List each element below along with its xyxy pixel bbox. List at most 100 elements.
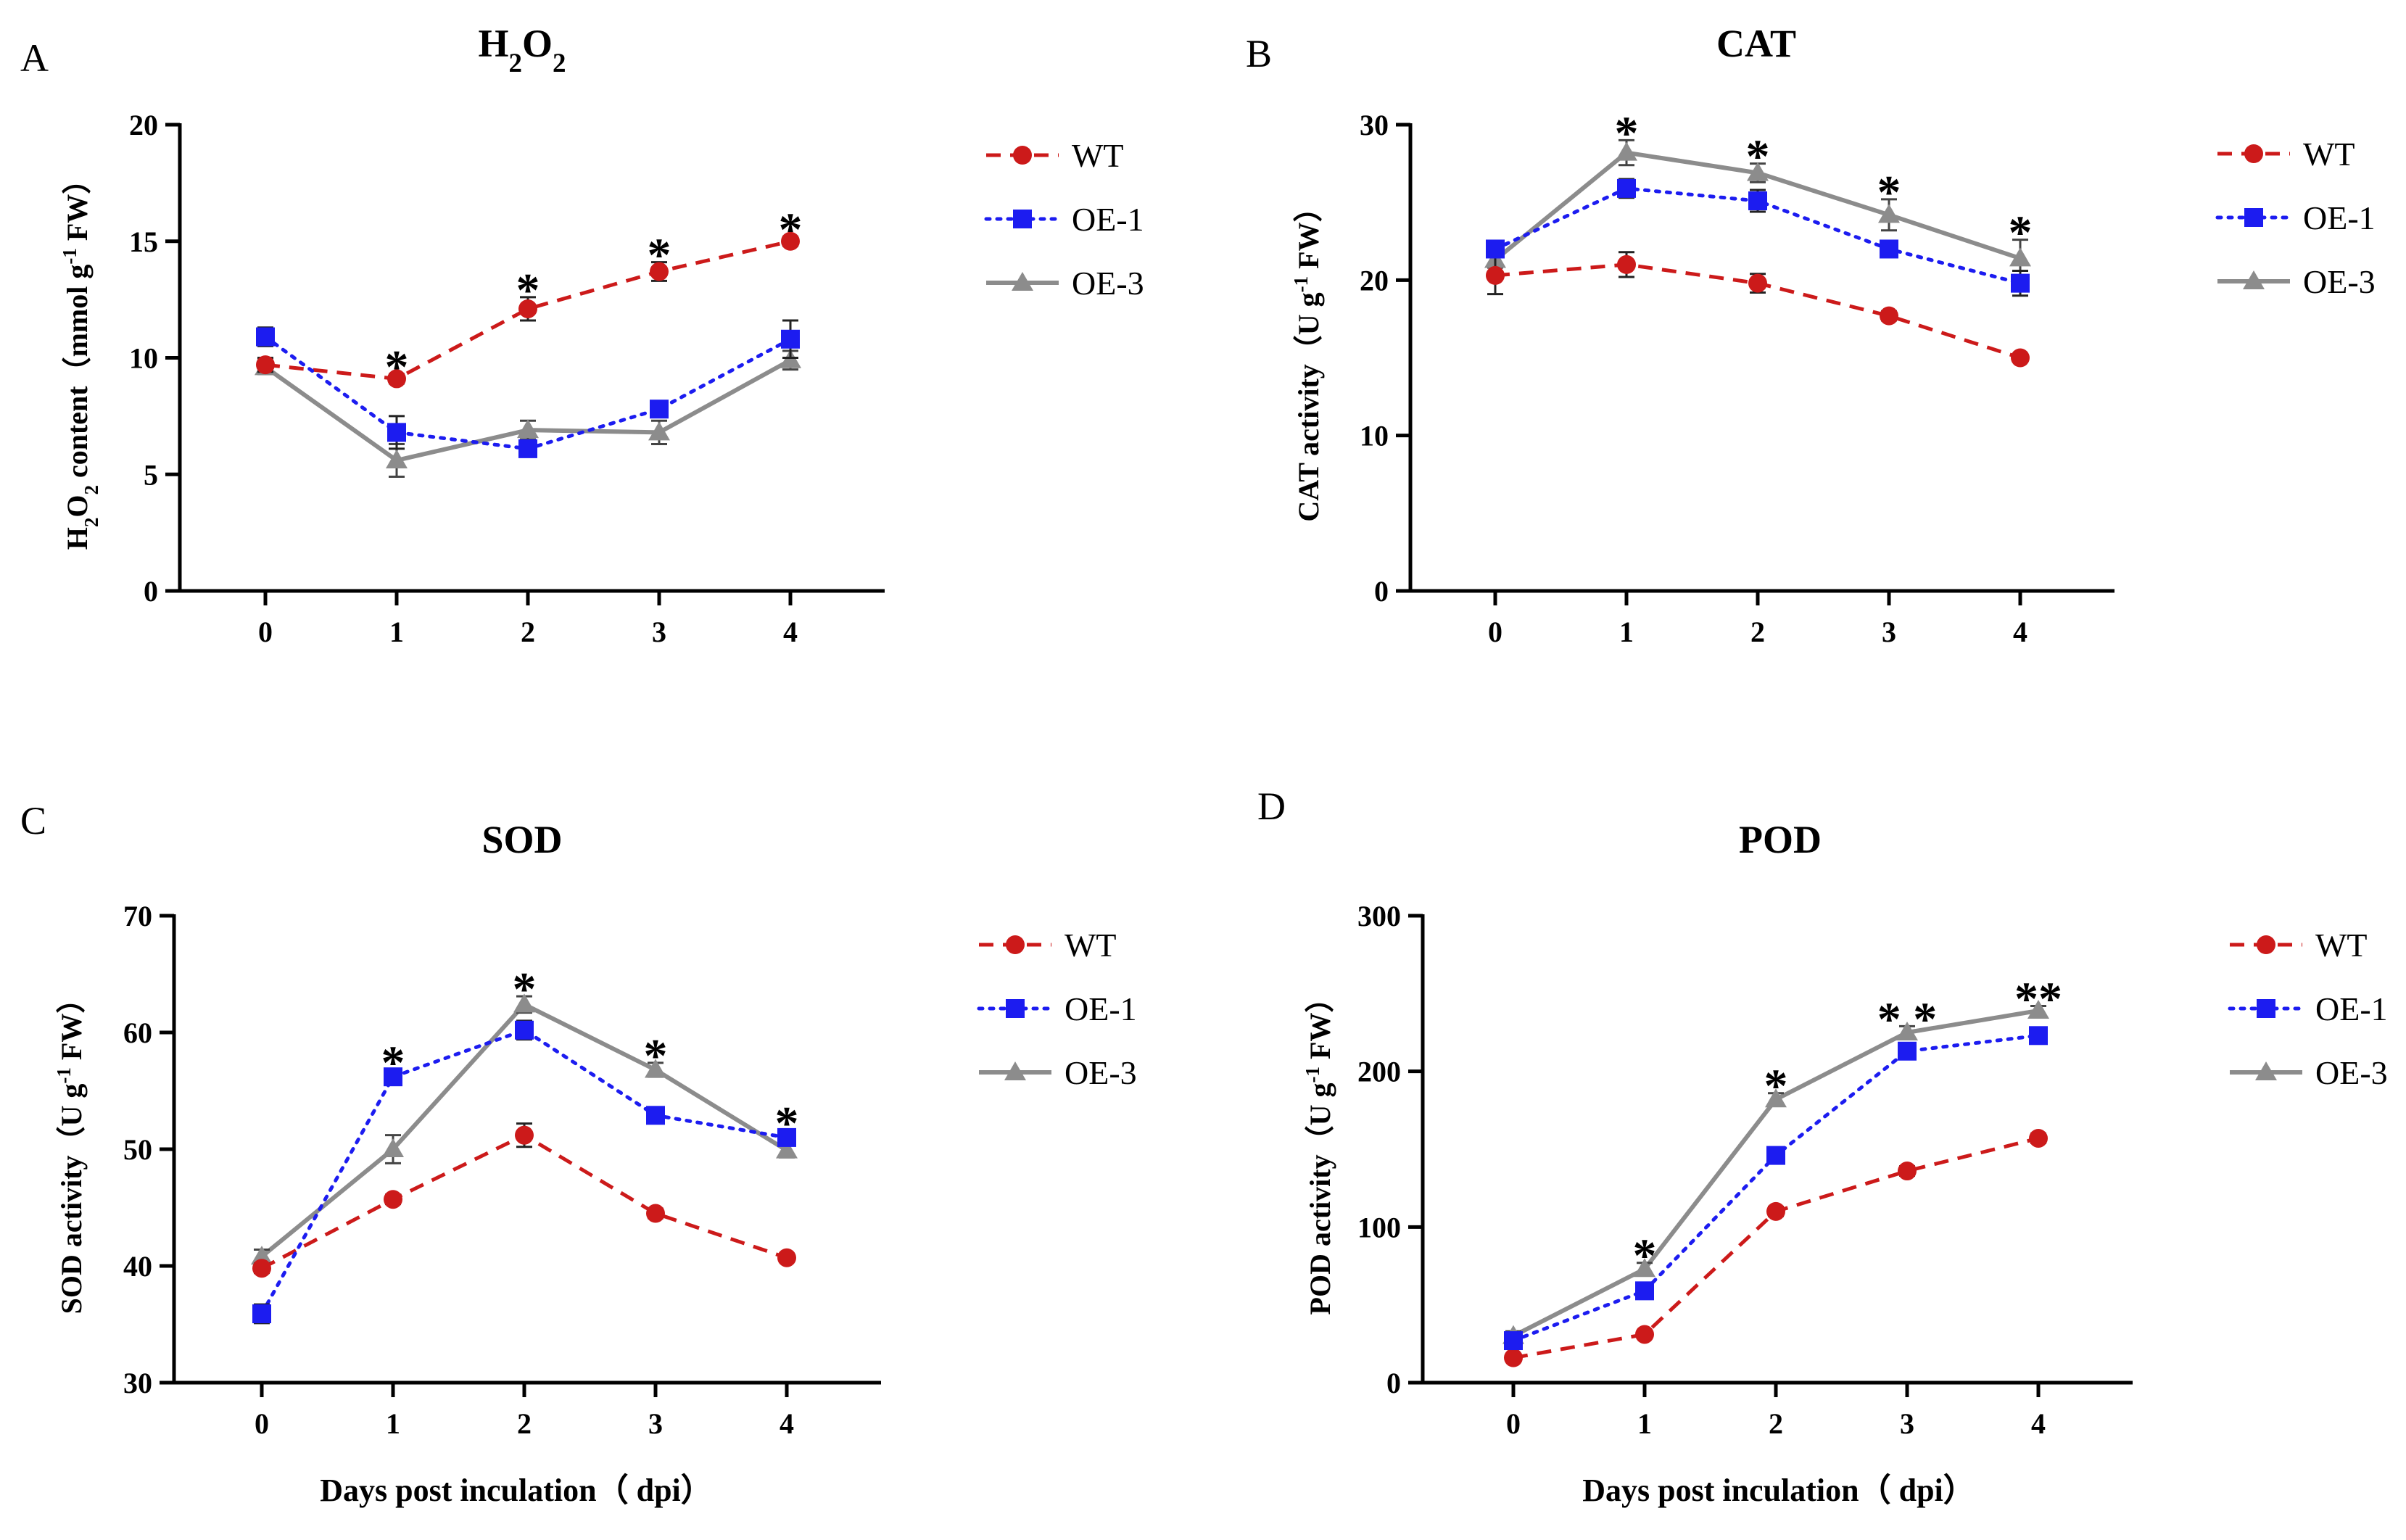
legend-marker bbox=[2243, 270, 2265, 289]
y-tick-label: 0 bbox=[1386, 1367, 1401, 1399]
data-point bbox=[2027, 999, 2049, 1019]
x-tick-label: 2 bbox=[521, 616, 535, 648]
data-point bbox=[384, 1067, 402, 1087]
text-part: FW） bbox=[61, 165, 94, 248]
significance-star: * bbox=[513, 963, 537, 1016]
x-tick-label: 4 bbox=[2013, 616, 2027, 648]
x-tick-label: 3 bbox=[1882, 616, 1896, 648]
legend-marker bbox=[1004, 1061, 1026, 1080]
text-part: -1 bbox=[53, 1067, 75, 1084]
data-point bbox=[1896, 1022, 1918, 1040]
data-point bbox=[518, 439, 537, 458]
x-tick-label: 0 bbox=[1506, 1407, 1521, 1440]
significance-star: * bbox=[775, 1097, 799, 1150]
data-point bbox=[382, 1138, 404, 1157]
y-tick-label: 70 bbox=[123, 900, 152, 932]
data-point bbox=[1766, 1201, 1785, 1221]
data-point bbox=[1635, 1281, 1654, 1301]
data-point bbox=[387, 369, 406, 389]
series-oe-1 bbox=[256, 319, 800, 458]
significance-star: * bbox=[1746, 131, 1770, 183]
x-axis-label: Days post inculation（ dpi） bbox=[320, 1473, 713, 1508]
y-axis-label: H2O2 content（mmol g-1 FW） bbox=[59, 165, 102, 550]
data-point bbox=[2011, 348, 2030, 368]
data-point bbox=[1880, 306, 1898, 326]
data-point bbox=[515, 1020, 534, 1040]
x-tick-label: 0 bbox=[255, 1407, 269, 1440]
chart-panel-c: C SOD 30 40 50 60 70 0 1 2 3 4 SOD activity（U g-1 FW… bbox=[20, 799, 1137, 1508]
significance-star: * * bbox=[1877, 993, 1938, 1046]
panel-letter: B bbox=[1246, 32, 1272, 75]
data-point bbox=[252, 1259, 271, 1278]
series-wt bbox=[252, 1122, 796, 1278]
text-part: -1 bbox=[1302, 1067, 1323, 1083]
data-point bbox=[1617, 178, 1636, 198]
x-tick-label: 3 bbox=[1900, 1407, 1914, 1440]
legend: WT OE-1 OE-3 bbox=[977, 927, 1137, 1091]
legend-label: WT bbox=[2303, 136, 2355, 173]
x-tick-label: 0 bbox=[1488, 616, 1502, 648]
chart-title: POD bbox=[1739, 818, 1822, 861]
significance-star: * bbox=[516, 264, 540, 317]
series-oe-1 bbox=[1486, 178, 2030, 297]
legend: WT OE-1 OE-3 bbox=[2228, 927, 2388, 1091]
text-part: O bbox=[61, 495, 94, 518]
data-point bbox=[252, 1304, 271, 1324]
text-part: CAT activity（U g bbox=[1292, 292, 1325, 521]
legend-label: WT bbox=[2315, 927, 2368, 964]
series-line bbox=[260, 1028, 789, 1316]
chart-title: SOD bbox=[481, 818, 562, 861]
y-tick-label: 20 bbox=[1360, 264, 1389, 297]
y-tick-label: 60 bbox=[123, 1017, 152, 1049]
data-point bbox=[384, 1190, 402, 1209]
data-point bbox=[1617, 254, 1636, 274]
data-point bbox=[776, 1139, 798, 1159]
significance-star: * bbox=[385, 341, 409, 394]
x-tick-label: 0 bbox=[258, 616, 273, 648]
data-point bbox=[781, 231, 800, 251]
text-part: -1 bbox=[1290, 276, 1312, 293]
significance-star: * bbox=[1764, 1060, 1788, 1113]
y-axis-label: CAT activity（U g-1 FW） bbox=[1290, 193, 1325, 521]
data-point bbox=[1898, 1041, 1917, 1061]
x-axis-label: Days post inculation（ dpi） bbox=[1582, 1473, 1975, 1508]
series-oe-3 bbox=[1502, 999, 2049, 1344]
data-point bbox=[2011, 273, 2030, 293]
data-point bbox=[650, 400, 669, 419]
data-point bbox=[648, 421, 670, 441]
x-tick-label: 3 bbox=[652, 616, 666, 648]
legend-label: WT bbox=[1064, 927, 1117, 964]
significance-star: ** bbox=[2014, 973, 2062, 1026]
y-tick-label: 40 bbox=[123, 1250, 152, 1283]
x-tick-label: 3 bbox=[648, 1407, 663, 1440]
significance-star: * bbox=[1615, 107, 1639, 160]
y-tick-label: 200 bbox=[1357, 1056, 1401, 1088]
data-point bbox=[781, 329, 800, 349]
series-line bbox=[265, 239, 791, 381]
chart-panel-d: D POD 0 100 200 300 0 1 2 3 4 POD activity（U g-1 FW… bbox=[1257, 785, 2388, 1508]
data-point bbox=[2009, 247, 2031, 267]
x-tick-label: 1 bbox=[386, 1407, 400, 1440]
data-point bbox=[1634, 1258, 1655, 1278]
data-point bbox=[1748, 191, 1767, 211]
x-tick-label: 4 bbox=[780, 1407, 794, 1440]
series-wt bbox=[1486, 251, 2030, 368]
x-tick-label: 2 bbox=[517, 1407, 532, 1440]
y-tick-label: 0 bbox=[1374, 575, 1389, 608]
panel-letter: C bbox=[20, 799, 46, 843]
chart-title: H2O2 bbox=[478, 22, 566, 78]
y-tick-label: 10 bbox=[1360, 420, 1389, 452]
text-part: -1 bbox=[59, 248, 80, 265]
legend-label: OE-1 bbox=[1064, 990, 1137, 1027]
significance-star: * bbox=[644, 1030, 668, 1082]
series-wt bbox=[256, 231, 800, 389]
data-point bbox=[256, 355, 275, 375]
series-oe-1 bbox=[1504, 1026, 2048, 1351]
y-tick-label: 5 bbox=[144, 458, 158, 491]
legend-marker bbox=[1013, 146, 1032, 165]
data-point bbox=[1486, 239, 1505, 259]
chart-panel-b: B CAT 0 10 20 30 0 1 2 3 4 CAT activity（U g-1 FW） * *… bbox=[1246, 22, 2376, 648]
data-point bbox=[645, 1059, 666, 1078]
significance-star: * bbox=[381, 1037, 405, 1090]
